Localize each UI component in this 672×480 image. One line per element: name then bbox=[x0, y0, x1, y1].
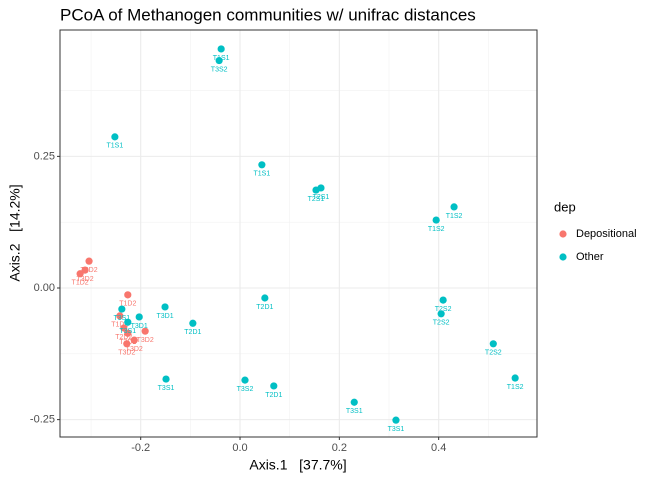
point-label: T3D2 bbox=[126, 346, 143, 353]
point-label: T2D1 bbox=[184, 329, 201, 336]
point bbox=[241, 376, 249, 384]
point bbox=[111, 133, 119, 141]
point-label: T1S2 bbox=[507, 384, 524, 391]
point bbox=[217, 45, 225, 53]
point bbox=[124, 329, 132, 337]
point bbox=[489, 340, 497, 348]
point bbox=[161, 303, 169, 311]
legend-label: Depositional bbox=[576, 228, 637, 240]
x-tick-label: 0.4 bbox=[431, 442, 446, 454]
point bbox=[135, 313, 143, 321]
point bbox=[350, 398, 358, 406]
point bbox=[162, 375, 170, 383]
point-label: T2D1 bbox=[256, 304, 273, 311]
point bbox=[215, 56, 223, 65]
point-label: T2D2 bbox=[115, 334, 132, 341]
point-label: T2S1 bbox=[313, 194, 330, 201]
point-label: T3D2 bbox=[137, 337, 154, 344]
point-label: T2S1 bbox=[308, 196, 325, 203]
x-tick-label: 0.2 bbox=[332, 442, 347, 454]
point bbox=[392, 416, 400, 424]
panel-border bbox=[59, 29, 538, 438]
point bbox=[258, 161, 266, 169]
point-label: T1S1 bbox=[107, 143, 124, 150]
point bbox=[437, 310, 445, 318]
point bbox=[123, 340, 131, 348]
point-label: T3D1 bbox=[131, 323, 148, 330]
point-label: T1D2 bbox=[72, 280, 89, 287]
point bbox=[85, 257, 93, 265]
legend-label: Other bbox=[576, 251, 604, 263]
point-label: T3S1 bbox=[119, 328, 136, 335]
point bbox=[76, 270, 84, 278]
point bbox=[439, 296, 447, 304]
point-label: T1D2 bbox=[119, 301, 136, 308]
point bbox=[450, 203, 458, 211]
point-label: T3S2 bbox=[211, 66, 228, 73]
y-tick-label: -0.25 bbox=[30, 414, 55, 426]
point bbox=[120, 324, 128, 332]
x-axis-label: Axis.1 [37.7%] bbox=[249, 457, 346, 473]
point-label: T3S1 bbox=[113, 315, 130, 322]
legend-marker bbox=[559, 230, 567, 238]
point-label: T1S2 bbox=[428, 226, 445, 233]
y-tick-label: 0.00 bbox=[34, 282, 55, 294]
point bbox=[124, 318, 132, 326]
point bbox=[189, 319, 197, 327]
chart-title: PCoA of Methanogen communities w/ unifra… bbox=[60, 5, 476, 24]
legend-title: dep bbox=[554, 199, 576, 214]
point-label: T3S1 bbox=[388, 426, 405, 433]
point bbox=[130, 336, 138, 344]
point bbox=[261, 294, 269, 302]
x-tick-label: 0.0 bbox=[232, 442, 247, 454]
point bbox=[81, 266, 89, 274]
point bbox=[432, 216, 440, 224]
x-tick-label: -0.2 bbox=[131, 442, 150, 454]
point-label: T3D2 bbox=[80, 267, 97, 274]
point-label: T2D1 bbox=[265, 392, 282, 399]
point-label: T3D2 bbox=[118, 350, 135, 357]
y-axis-label: Axis.2 [14.2%] bbox=[7, 184, 23, 281]
point-label: T2S2 bbox=[485, 350, 502, 357]
point bbox=[141, 327, 149, 335]
point-label: T3S1 bbox=[346, 408, 363, 415]
point-label: T2S2 bbox=[435, 306, 452, 313]
point bbox=[118, 305, 126, 313]
point bbox=[116, 312, 124, 320]
point bbox=[124, 291, 132, 299]
point bbox=[317, 184, 325, 192]
point-label: T3D2 bbox=[77, 276, 94, 283]
point-label: T3D1 bbox=[156, 313, 173, 320]
point-label: T3S2 bbox=[237, 386, 254, 393]
point-label: T1S1 bbox=[254, 171, 271, 178]
legend-marker bbox=[559, 253, 567, 261]
point-label: T1D2 bbox=[111, 322, 128, 329]
point bbox=[270, 382, 278, 390]
point-label: T3S1 bbox=[158, 385, 175, 392]
point bbox=[511, 374, 519, 382]
point-label: T1S2 bbox=[446, 213, 463, 220]
y-tick-label: 0.25 bbox=[34, 150, 55, 162]
point-label: T2S2 bbox=[433, 320, 450, 327]
